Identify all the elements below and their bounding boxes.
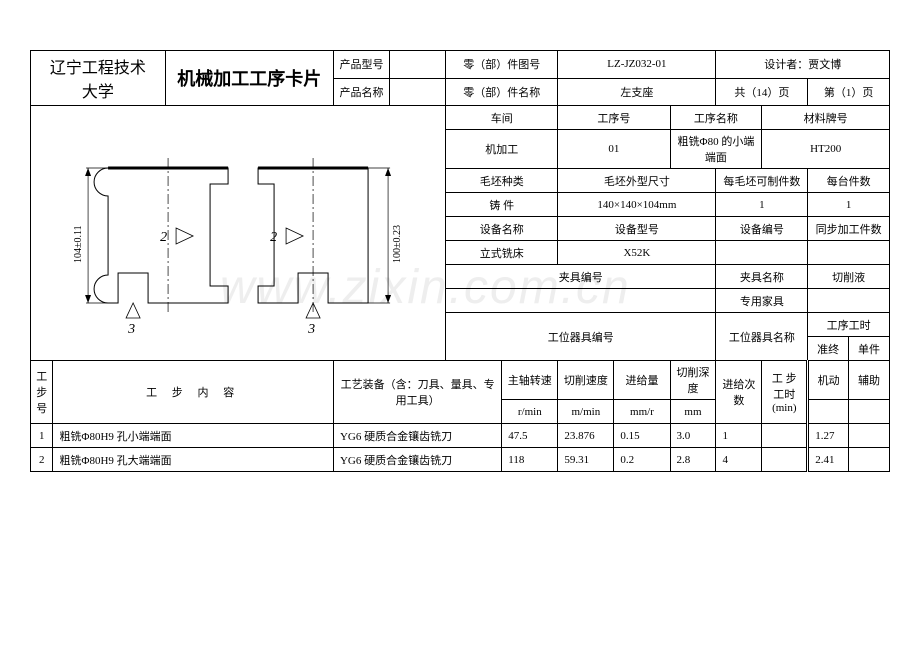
cell-spindle: 47.5 <box>502 424 558 448</box>
col-cut-speed: 切削速度 <box>558 361 614 400</box>
col-time-aux: 辅助 <box>849 361 890 400</box>
process-card-table: 辽宁工程技术 大学 机械加工工序卡片 产品型号 零（部）件图号 LZ-JZ032… <box>30 50 890 472</box>
cell-cutspeed: 23.876 <box>558 424 614 448</box>
equip-no <box>716 241 808 265</box>
process-time-label: 工序工时 <box>808 313 890 337</box>
col-time-machine-blank <box>808 400 849 424</box>
coolant-label: 切削液 <box>808 265 890 289</box>
datum-2-right: 2 <box>270 230 277 245</box>
datum-3-right: 3 <box>307 322 315 337</box>
process-name: 粗铣Φ80 的小端端面 <box>670 130 762 169</box>
cell-tmachine: 1.27 <box>808 424 849 448</box>
cell-step-no: 1 <box>31 424 53 448</box>
col-step-no: 工步号 <box>31 361 53 424</box>
col-feed-unit: mm/r <box>614 400 670 424</box>
part-drawing-no-label: 零（部）件图号 <box>446 51 558 79</box>
material-no: HT200 <box>762 130 890 169</box>
process-no: 01 <box>558 130 670 169</box>
part-drawing-no: LZ-JZ032-01 <box>558 51 716 79</box>
coolant <box>808 289 890 313</box>
cell-content: 粗铣Φ80H9 孔大端端面 <box>53 448 334 472</box>
cell-content: 粗铣Φ80H9 孔小端端面 <box>53 424 334 448</box>
fixture-no-label: 夹具编号 <box>446 265 716 289</box>
material-no-label: 材料牌号 <box>762 106 890 130</box>
university-name: 辽宁工程技术 大学 <box>31 51 166 106</box>
technical-drawing: 104±0.11 100±0.23 2 2 3 3 <box>31 108 445 358</box>
equip-model: X52K <box>558 241 716 265</box>
time-unit-label: 单件 <box>849 337 890 361</box>
simul-parts-label: 同步加工件数 <box>808 217 890 241</box>
cell-tooling: YG6 硬质合金镶齿铣刀 <box>333 424 501 448</box>
col-feed: 进给量 <box>614 361 670 400</box>
cell-count: 1 <box>716 424 762 448</box>
product-model-label: 产品型号 <box>333 51 389 79</box>
col-cut-depth-unit: mm <box>670 400 716 424</box>
cell-taux <box>849 448 890 472</box>
dim-right: 100±0.23 <box>392 225 403 263</box>
col-feed-count: 进给次数 <box>716 361 762 424</box>
cell-feed: 0.2 <box>614 448 670 472</box>
part-name: 左支座 <box>558 78 716 106</box>
cell-tooling: YG6 硬质合金镶齿铣刀 <box>333 448 501 472</box>
col-tooling: 工艺装备（含：刀具、量具、专用工具） <box>333 361 501 424</box>
col-step-time: 工 步 工时(min) <box>762 361 808 424</box>
designer-label: 设计者：贾文博 <box>716 51 890 79</box>
cell-feed: 0.15 <box>614 424 670 448</box>
product-name <box>390 78 446 106</box>
station-tool-name-label: 工位器具名称 <box>716 313 808 361</box>
blank-type-label: 毛坯种类 <box>446 169 558 193</box>
col-time-machine: 机动 <box>808 361 849 400</box>
workshop: 机加工 <box>446 130 558 169</box>
time-prep-label: 准终 <box>808 337 849 361</box>
equip-name: 立式铣床 <box>446 241 558 265</box>
process-name-label: 工序名称 <box>670 106 762 130</box>
workshop-label: 车间 <box>446 106 558 130</box>
datum-3-left: 3 <box>127 322 135 337</box>
page-no: 第（1）页 <box>808 78 890 106</box>
equip-name-label: 设备名称 <box>446 217 558 241</box>
col-time-aux-blank <box>849 400 890 424</box>
product-model <box>390 51 446 79</box>
cell-blank <box>762 424 808 448</box>
fixture-name: 专用家具 <box>716 289 808 313</box>
parts-per-unit: 1 <box>808 193 890 217</box>
blank-type: 铸 件 <box>446 193 558 217</box>
col-step-content: 工 步 内 容 <box>53 361 334 424</box>
equip-no-label: 设备编号 <box>716 217 808 241</box>
col-cut-depth: 切削深度 <box>670 361 716 400</box>
cell-depth: 3.0 <box>670 424 716 448</box>
table-row: 2 粗铣Φ80H9 孔大端端面 YG6 硬质合金镶齿铣刀 118 59.31 0… <box>31 448 890 472</box>
cell-depth: 2.8 <box>670 448 716 472</box>
cell-cutspeed: 59.31 <box>558 448 614 472</box>
part-name-label: 零（部）件名称 <box>446 78 558 106</box>
parts-per-blank-label: 每毛坯可制件数 <box>716 169 808 193</box>
cell-step-no: 2 <box>31 448 53 472</box>
product-name-label: 产品名称 <box>333 78 389 106</box>
parts-per-unit-label: 每台件数 <box>808 169 890 193</box>
datum-2-left: 2 <box>160 230 167 245</box>
blank-size-label: 毛坯外型尺寸 <box>558 169 716 193</box>
fixture-name-label: 夹具名称 <box>716 265 808 289</box>
station-tool-no-label: 工位器具编号 <box>446 313 716 361</box>
cell-blank <box>762 448 808 472</box>
fixture-no <box>446 289 716 313</box>
dim-left: 104±0.11 <box>73 225 84 263</box>
cell-tmachine: 2.41 <box>808 448 849 472</box>
cell-spindle: 118 <box>502 448 558 472</box>
col-spindle-unit: r/min <box>502 400 558 424</box>
cell-count: 4 <box>716 448 762 472</box>
total-pages: 共（14）页 <box>716 78 808 106</box>
simul-parts <box>808 241 890 265</box>
equip-model-label: 设备型号 <box>558 217 716 241</box>
table-row: 1 粗铣Φ80H9 孔小端端面 YG6 硬质合金镶齿铣刀 47.5 23.876… <box>31 424 890 448</box>
process-no-label: 工序号 <box>558 106 670 130</box>
cell-taux <box>849 424 890 448</box>
col-cut-speed-unit: m/min <box>558 400 614 424</box>
drawing-area: 104±0.11 100±0.23 2 2 3 3 <box>31 106 446 361</box>
blank-size: 140×140×104mm <box>558 193 716 217</box>
parts-per-blank: 1 <box>716 193 808 217</box>
col-spindle-speed: 主轴转速 <box>502 361 558 400</box>
doc-title: 机械加工工序卡片 <box>165 51 333 106</box>
